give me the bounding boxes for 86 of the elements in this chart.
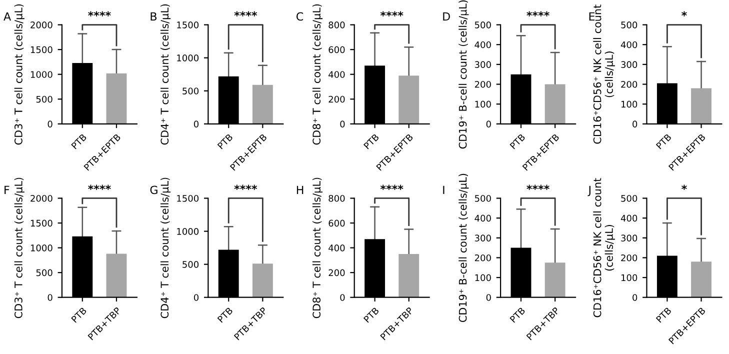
chart-title: B [150, 12, 157, 20]
chart-title: F [4, 186, 10, 194]
x-tick-label: PTB [71, 134, 87, 150]
y-axis-title: CD8⁺ T cell count (cells/μL) [312, 178, 323, 318]
chart-title: A [4, 12, 11, 20]
y-axis-title: CD19⁺ B-cell count (cells/μL) [458, 174, 469, 322]
y-tick-label: 1000 [177, 54, 199, 62]
y-tick-label: 200 [328, 269, 345, 276]
y-tick-label: 0 [632, 120, 638, 128]
y-tick-label: 400 [620, 214, 638, 222]
text: * [682, 184, 687, 190]
y-tick-label: 1000 [30, 71, 52, 78]
text: **** [380, 11, 404, 16]
chart-title: J [588, 186, 590, 196]
y-tick-label: 500 [36, 96, 52, 103]
y-tick-label: 2000 [30, 194, 52, 202]
y-axis-title: CD16⁺CD56⁺ NK cell count (cells/μL) [593, 4, 615, 144]
y-tick-label: 100 [621, 274, 638, 282]
y-tick-label: 400 [328, 71, 345, 78]
y-tick-label: 800 [328, 22, 345, 28]
y-tick-label: 1000 [30, 244, 52, 252]
y-tick-label: 400 [474, 41, 491, 48]
y-tick-label: 0 [486, 120, 491, 128]
y-tick-label: 200 [621, 254, 638, 262]
y-tick-label: 300 [621, 234, 638, 242]
y-tick-label: 400 [620, 41, 638, 48]
text: **** [234, 11, 258, 16]
y-tick-label: 0 [48, 120, 52, 128]
y-tick-label: 300 [474, 234, 491, 242]
y-tick-label: 2000 [30, 22, 52, 28]
chart-title: C [296, 12, 304, 21]
chart-title: D [443, 12, 450, 20]
y-tick-label: 1500 [177, 194, 199, 202]
y-tick-label: 500 [36, 269, 52, 276]
y-tick-label: 0 [632, 294, 638, 301]
chart-title: H [296, 186, 304, 194]
y-tick-label: 300 [474, 61, 491, 68]
text: **** [88, 184, 111, 190]
y-tick-label: 500 [621, 194, 638, 202]
y-axis-title: CD3⁺ T cell count (cells/μL) [14, 178, 24, 318]
chart-title: I [443, 186, 444, 194]
y-tick-label: 0 [48, 294, 52, 301]
y-tick-label: 800 [328, 194, 345, 202]
text: **** [234, 184, 258, 190]
y-tick-label: 100 [475, 100, 491, 108]
y-tick-label: 200 [328, 96, 345, 103]
chart-title: E [589, 12, 595, 20]
y-axis-title: CD19⁺ B-cell count (cells/μL) [458, 0, 469, 149]
text: * [682, 11, 687, 16]
y-tick-label: 500 [182, 88, 199, 94]
y-axis-title: CD4⁺ T cell count (cells/μL) [160, 4, 171, 145]
y-axis-title: CD3⁺ T cell count (cells/μL) [14, 4, 24, 145]
y-tick-label: 0 [340, 120, 345, 128]
y-tick-label: 0 [194, 294, 199, 301]
y-axis-title: CD4⁺ T cell count (cells/μL) [160, 178, 171, 318]
y-axis-title: CD8⁺ T cell count (cells/μL) [312, 4, 323, 145]
y-tick-label: 1500 [177, 22, 199, 28]
y-tick-label: 500 [182, 261, 199, 268]
chart-title: G [150, 186, 158, 194]
text: **** [526, 11, 550, 16]
text: **** [88, 11, 111, 16]
y-tick-label: 400 [474, 214, 491, 222]
y-tick-label: 200 [474, 254, 491, 262]
y-tick-label: 200 [621, 80, 638, 88]
y-tick-label: 600 [328, 220, 345, 227]
y-tick-label: 100 [475, 274, 491, 282]
y-tick-label: 1500 [30, 46, 52, 54]
y-tick-label: 500 [474, 194, 491, 202]
x-tick-label: PTB [363, 134, 380, 150]
y-tick-label: 200 [474, 80, 491, 88]
y-tick-label: 0 [486, 294, 491, 301]
y-tick-label: 100 [621, 100, 638, 108]
y-tick-label: 0 [194, 120, 199, 128]
y-tick-label: 400 [328, 244, 345, 252]
y-tick-label: 300 [621, 61, 638, 68]
text: **** [380, 184, 404, 190]
text: **** [526, 184, 550, 190]
y-tick-label: 600 [328, 46, 345, 54]
x-tick-label: PTB [656, 134, 672, 150]
y-tick-label: 1000 [177, 228, 199, 235]
y-axis-title: CD16⁺CD56⁺ NK cell count (cells/μL) [593, 178, 615, 318]
y-tick-label: 1500 [30, 220, 52, 227]
x-tick-label: PTB [217, 134, 234, 150]
y-tick-label: 500 [474, 22, 491, 28]
y-tick-label: 0 [340, 294, 345, 301]
y-tick-label: 500 [621, 22, 638, 28]
